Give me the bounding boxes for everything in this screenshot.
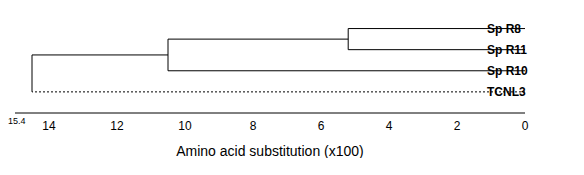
- svg-text:4: 4: [386, 119, 393, 133]
- svg-text:Sp R8: Sp R8: [487, 22, 521, 36]
- html-text:15.4: 15.4: [8, 116, 26, 126]
- svg-text:Sp R11: Sp R11: [487, 43, 527, 57]
- svg-text:10: 10: [178, 119, 192, 133]
- svg-text:6: 6: [318, 119, 325, 133]
- svg-text:2: 2: [454, 119, 461, 133]
- svg-text:Sp R10: Sp R10: [487, 64, 528, 78]
- svg-text:0: 0: [522, 119, 529, 133]
- svg-text:TCNL3: TCNL3: [487, 85, 526, 99]
- svg-text:8: 8: [250, 119, 257, 133]
- svg-text:Amino acid substitution (x100): Amino acid substitution (x100): [176, 143, 364, 158]
- svg-text:12: 12: [110, 119, 124, 133]
- svg-text:14: 14: [42, 119, 56, 133]
